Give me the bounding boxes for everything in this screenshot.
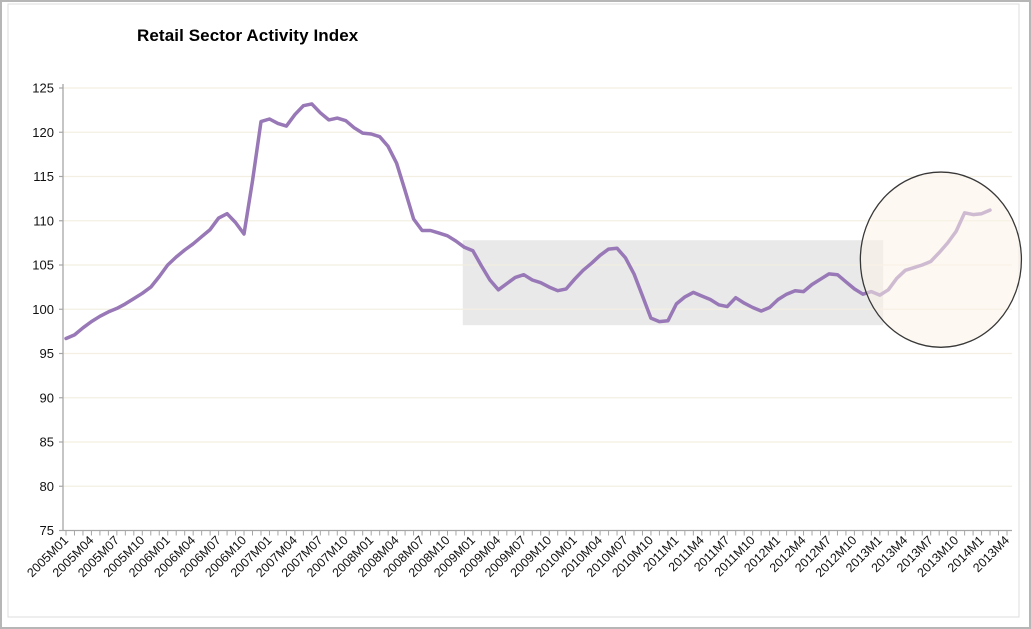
y-axis-tick-label: 100 [32,302,54,317]
y-axis-tick-label: 90 [40,390,54,405]
highlight-ellipse [859,171,1023,348]
y-axis-tick-label: 115 [33,169,54,184]
y-axis-tick-label: 120 [32,125,54,140]
chart-title: Retail Sector Activity Index [137,26,359,45]
y-axis-tick-label: 125 [32,81,54,96]
activity-line [64,102,992,341]
chart-frame [7,3,1020,618]
y-axis-tick-label: 105 [32,258,54,273]
y-axis-tick-label: 110 [33,213,54,228]
y-axis-tick-label: 80 [40,479,54,494]
y-axis-tick-label: 85 [40,435,54,450]
y-axis-tick-label: 75 [40,523,54,538]
y-axis-tick-label: 95 [40,346,54,361]
